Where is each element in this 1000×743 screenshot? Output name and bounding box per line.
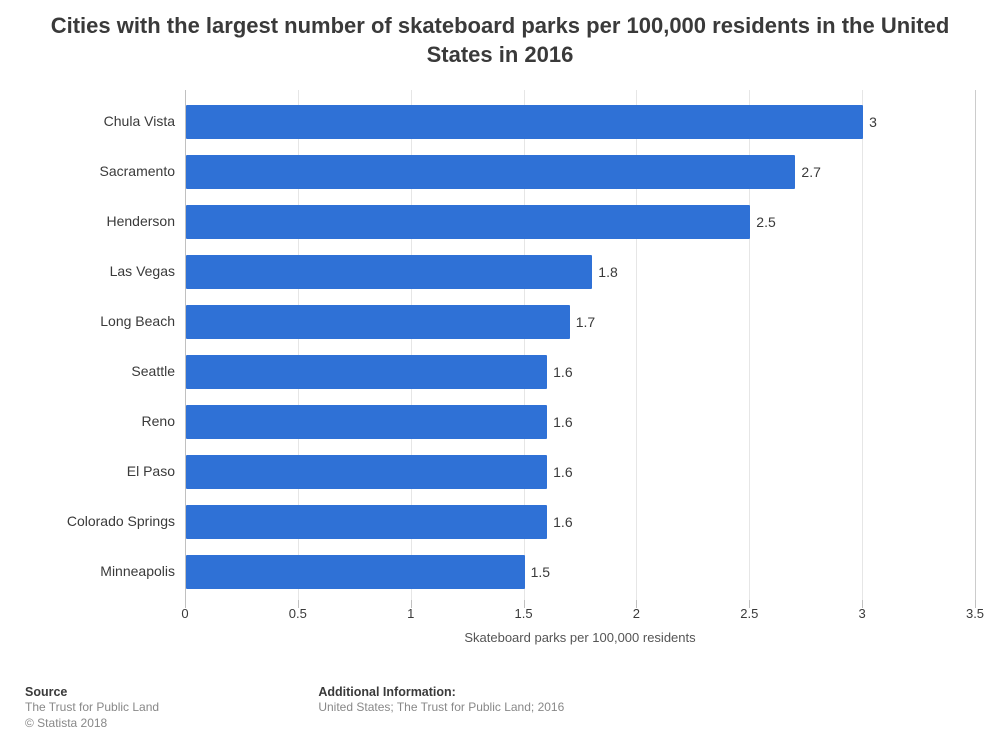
bar-value-label: 1.6 (553, 414, 572, 430)
category-label: Las Vegas (20, 263, 175, 279)
additional-text: United States; The Trust for Public Land… (318, 699, 818, 715)
bar: 1.6 (186, 505, 547, 539)
x-tick-label: 3.5 (966, 606, 984, 621)
category-label: Colorado Springs (20, 513, 175, 529)
plot-region: 3 2.7 2.5 1.8 1.7 1.6 1.6 1.6 1.6 1.5 (185, 90, 975, 600)
chart-title: Cities with the largest number of skateb… (0, 0, 1000, 69)
source-line2: © Statista 2018 (25, 715, 315, 731)
bar-value-label: 1.6 (553, 514, 572, 530)
additional-heading: Additional Information: (318, 685, 818, 699)
category-label: Henderson (20, 213, 175, 229)
gridline (862, 90, 863, 600)
x-axis-title: Skateboard parks per 100,000 residents (185, 630, 975, 645)
category-label: Long Beach (20, 313, 175, 329)
x-tick-label: 2.5 (740, 606, 758, 621)
source-heading: Source (25, 685, 315, 699)
bar-value-label: 1.8 (598, 264, 617, 280)
bar: 1.5 (186, 555, 525, 589)
bar-value-label: 1.6 (553, 464, 572, 480)
chart-footer: Source The Trust for Public Land © Stati… (25, 685, 975, 731)
bar: 2.7 (186, 155, 795, 189)
bar-value-label: 2.5 (756, 214, 775, 230)
x-tick-label: 0 (181, 606, 188, 621)
bar: 2.5 (186, 205, 750, 239)
bar: 1.6 (186, 455, 547, 489)
bar-value-label: 1.5 (531, 564, 550, 580)
bar-value-label: 2.7 (801, 164, 820, 180)
bar-value-label: 3 (869, 114, 877, 130)
bar: 1.7 (186, 305, 570, 339)
bar: 1.6 (186, 355, 547, 389)
x-tick-label: 2 (633, 606, 640, 621)
bar-value-label: 1.6 (553, 364, 572, 380)
bar-value-label: 1.7 (576, 314, 595, 330)
category-label: El Paso (20, 463, 175, 479)
source-line1: The Trust for Public Land (25, 699, 315, 715)
x-tick-label: 0.5 (289, 606, 307, 621)
bar: 3 (186, 105, 863, 139)
x-tick-label: 3 (859, 606, 866, 621)
category-label: Sacramento (20, 163, 175, 179)
bar: 1.6 (186, 405, 547, 439)
x-tick-label: 1.5 (515, 606, 533, 621)
category-label: Minneapolis (20, 563, 175, 579)
category-label: Seattle (20, 363, 175, 379)
gridline (975, 90, 976, 600)
category-label: Reno (20, 413, 175, 429)
bar: 1.8 (186, 255, 592, 289)
chart-area: 3 2.7 2.5 1.8 1.7 1.6 1.6 1.6 1.6 1.5 Skateboard … (25, 90, 975, 650)
category-label: Chula Vista (20, 113, 175, 129)
x-tick-label: 1 (407, 606, 414, 621)
